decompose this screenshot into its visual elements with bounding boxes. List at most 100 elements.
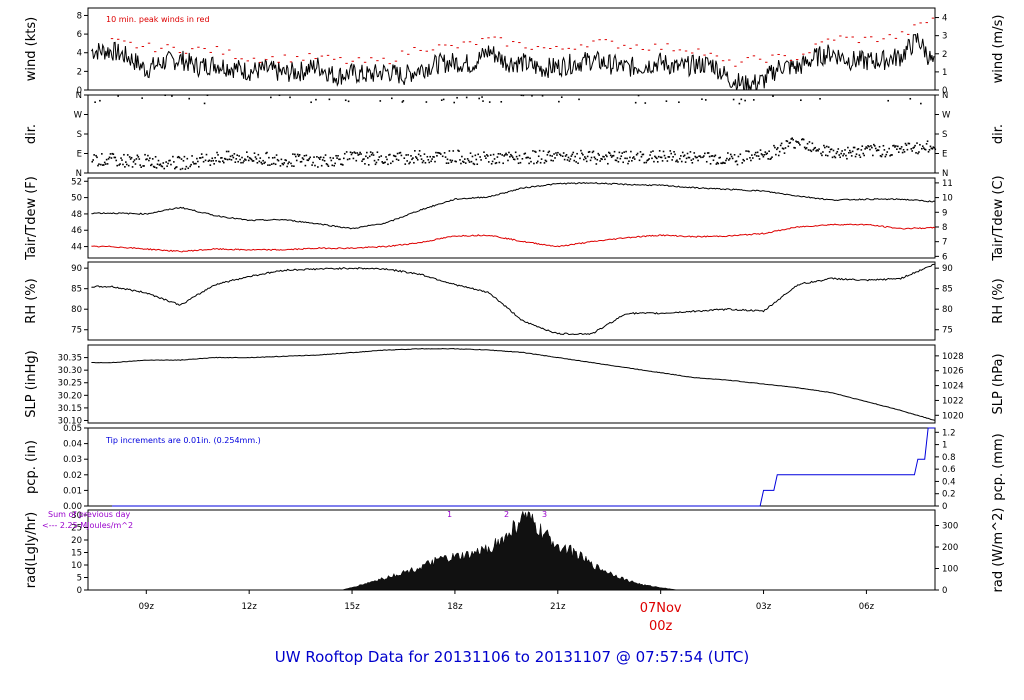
direction-point xyxy=(647,159,649,161)
direction-point xyxy=(388,154,390,156)
direction-point xyxy=(572,151,575,154)
direction-point xyxy=(673,151,675,153)
direction-point xyxy=(458,150,460,152)
direction-point xyxy=(596,158,599,161)
direction-point xyxy=(294,153,296,156)
direction-point xyxy=(248,157,251,159)
direction-point xyxy=(193,162,195,165)
direction-point xyxy=(95,154,97,157)
direction-point xyxy=(131,166,134,168)
direction-point xyxy=(863,154,865,157)
direction-point xyxy=(681,151,684,154)
direction-point xyxy=(439,152,441,155)
direction-point xyxy=(91,160,94,163)
direction-point xyxy=(159,163,162,166)
direction-point xyxy=(873,145,876,147)
direction-point xyxy=(672,156,674,158)
direction-point xyxy=(544,159,547,162)
direction-point xyxy=(502,162,504,165)
direction-point xyxy=(296,153,299,156)
direction-point xyxy=(104,163,107,165)
direction-point xyxy=(742,158,745,161)
direction-point xyxy=(808,141,811,143)
direction-point xyxy=(314,164,316,167)
direction-point xyxy=(726,157,728,160)
direction-point xyxy=(378,156,381,158)
direction-point xyxy=(583,156,586,158)
right-tick-label: E xyxy=(942,150,947,160)
direction-point xyxy=(222,160,224,162)
direction-point xyxy=(732,98,735,101)
direction-point xyxy=(773,144,775,147)
direction-point xyxy=(541,94,544,97)
direction-point xyxy=(212,159,215,162)
direction-point xyxy=(163,167,166,170)
direction-point xyxy=(791,137,793,140)
direction-point xyxy=(556,154,558,156)
direction-point xyxy=(207,160,210,162)
direction-point xyxy=(706,152,709,154)
direction-point xyxy=(291,165,293,167)
direction-point xyxy=(718,157,721,159)
direction-point xyxy=(181,167,184,170)
direction-point xyxy=(495,161,498,164)
direction-point xyxy=(728,159,730,161)
direction-point xyxy=(828,151,831,153)
left-axis-title-dir: dir. xyxy=(24,124,39,144)
direction-point xyxy=(864,148,866,150)
direction-point xyxy=(852,146,855,149)
wind-annotation: 10 min. peak winds in red xyxy=(106,15,210,24)
rad-sum-value: <--- 2.25 MJoules/m^2 xyxy=(42,521,133,530)
direction-point xyxy=(697,159,699,162)
direction-point xyxy=(622,161,624,164)
direction-point xyxy=(380,155,383,157)
direction-point xyxy=(414,150,416,152)
direction-point xyxy=(341,163,343,166)
direction-point xyxy=(592,150,595,153)
direction-point xyxy=(317,166,319,168)
direction-point xyxy=(933,146,936,149)
direction-point xyxy=(496,156,499,158)
direction-point xyxy=(533,162,535,165)
direction-point xyxy=(400,154,403,157)
direction-point xyxy=(712,159,715,162)
direction-point xyxy=(925,143,928,145)
direction-point xyxy=(128,156,131,158)
direction-point xyxy=(251,160,254,162)
direction-point xyxy=(918,151,920,153)
left-tick-label: 8 xyxy=(77,11,82,21)
direction-point xyxy=(648,158,650,160)
direction-point xyxy=(717,162,720,165)
direction-point xyxy=(583,158,585,161)
direction-point xyxy=(444,156,447,158)
direction-point xyxy=(408,162,410,165)
direction-point xyxy=(440,99,443,101)
direction-point xyxy=(893,144,895,147)
direction-point xyxy=(788,142,791,144)
direction-point xyxy=(465,96,468,99)
direction-point xyxy=(736,163,739,166)
direction-point xyxy=(133,159,136,161)
direction-point xyxy=(908,142,911,145)
direction-point xyxy=(626,157,628,160)
direction-point xyxy=(122,163,124,166)
direction-point xyxy=(738,102,741,105)
left-tick-label: 46 xyxy=(71,226,82,236)
direction-point xyxy=(195,162,197,165)
direction-point xyxy=(589,159,592,162)
series-line-temp xyxy=(91,223,936,253)
direction-point xyxy=(377,158,380,161)
direction-point xyxy=(134,163,137,165)
direction-point xyxy=(601,158,603,161)
direction-point xyxy=(469,152,472,154)
right-tick-label: 1028 xyxy=(942,352,964,362)
direction-point xyxy=(146,158,148,160)
left-tick-label: 2 xyxy=(77,67,82,77)
direction-point xyxy=(105,158,108,161)
direction-point xyxy=(707,152,710,154)
direction-point xyxy=(851,150,854,153)
direction-point xyxy=(645,161,648,164)
direction-point xyxy=(899,147,902,150)
direction-point xyxy=(779,144,782,147)
direction-point xyxy=(507,159,509,162)
